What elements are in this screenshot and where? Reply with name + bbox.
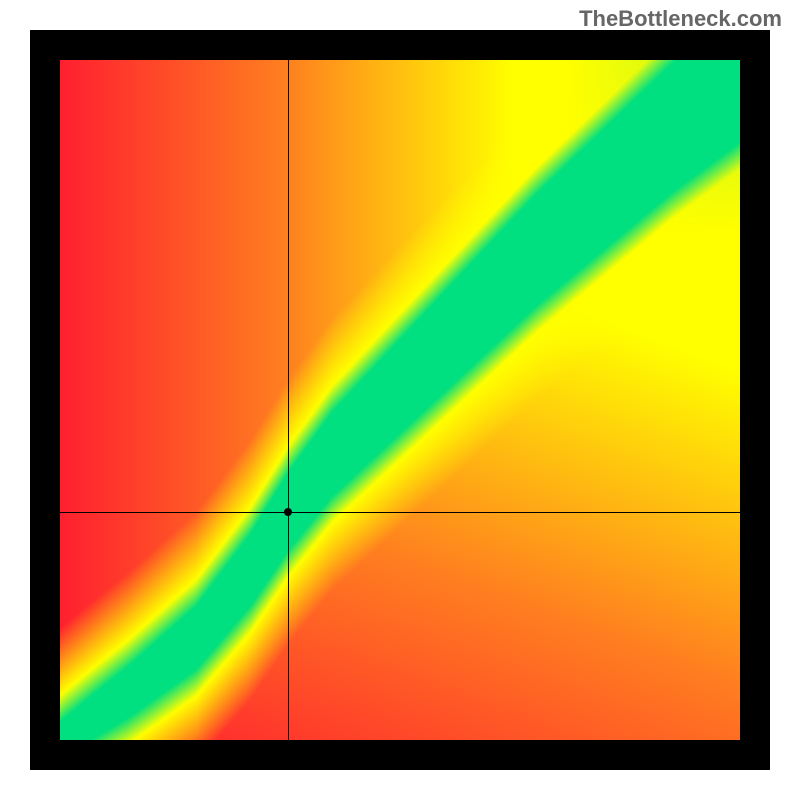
chart-frame [30, 30, 770, 770]
watermark: TheBottleneck.com [579, 6, 782, 32]
crosshair-marker [284, 508, 292, 516]
heatmap-canvas [60, 60, 740, 740]
crosshair-vertical [288, 60, 289, 740]
crosshair-horizontal [60, 512, 740, 513]
plot-area [60, 60, 740, 740]
